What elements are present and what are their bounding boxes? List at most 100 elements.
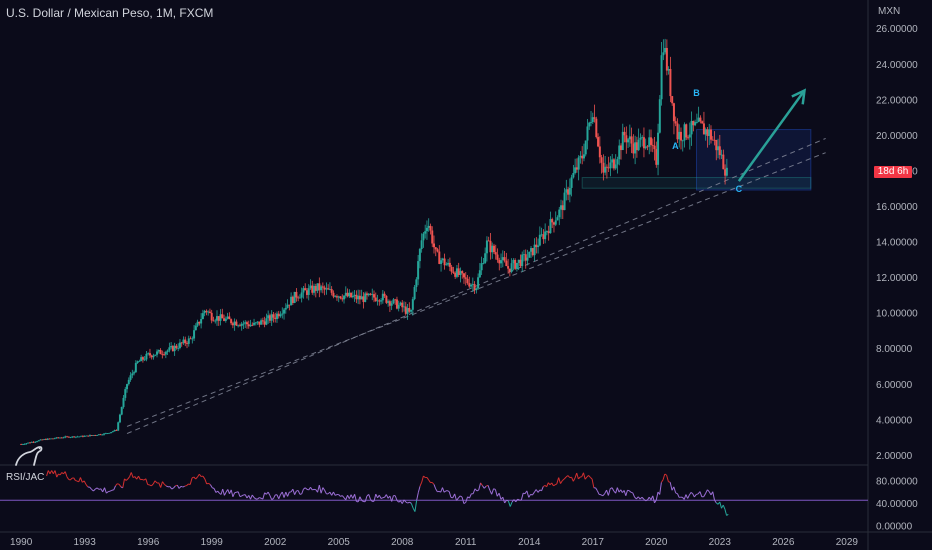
candle — [533, 244, 536, 256]
rsi-segment — [66, 476, 70, 480]
candle — [166, 350, 169, 352]
rsi-segment — [448, 491, 452, 498]
rsi-segment — [554, 483, 558, 486]
rsi-segment — [269, 495, 273, 500]
candle — [706, 129, 709, 136]
candle — [321, 286, 324, 288]
candle — [251, 324, 254, 326]
candle — [214, 320, 217, 322]
candle — [413, 287, 416, 300]
candle — [489, 240, 492, 253]
rsi-segment — [456, 497, 459, 501]
candle — [122, 397, 125, 407]
candle — [584, 140, 587, 155]
candle — [180, 342, 183, 344]
candle — [522, 254, 525, 256]
candle — [126, 384, 129, 390]
rsi-segment — [236, 491, 239, 493]
candle — [505, 260, 508, 267]
rsi-segment — [610, 487, 613, 490]
candle — [178, 342, 181, 348]
candle — [657, 132, 660, 165]
rsi-segment — [73, 477, 76, 481]
rsi-segment — [542, 484, 546, 488]
candle — [459, 271, 462, 275]
candle — [80, 435, 83, 437]
candle — [447, 262, 450, 265]
candle — [609, 162, 612, 169]
candle — [369, 293, 372, 295]
candle — [101, 434, 104, 436]
candle — [66, 436, 69, 438]
rsi-segment — [607, 488, 611, 496]
rsi-segment — [322, 487, 326, 491]
candle — [283, 309, 286, 314]
rsi-segment — [414, 500, 418, 512]
rsi-segment — [160, 481, 163, 488]
candle — [508, 268, 511, 272]
rsi-segment — [149, 484, 152, 487]
candle — [272, 314, 275, 318]
rsi-segment — [95, 487, 98, 490]
candle — [365, 293, 368, 296]
candle — [417, 261, 420, 280]
candle — [627, 139, 630, 143]
candle — [648, 137, 651, 147]
candle — [588, 122, 591, 127]
candle — [367, 293, 370, 296]
candle — [662, 52, 665, 56]
candle — [717, 146, 720, 151]
candle — [720, 154, 723, 156]
candle — [630, 136, 633, 144]
candle — [418, 249, 421, 262]
candle — [110, 432, 113, 433]
candle — [159, 349, 162, 355]
rsi-segment — [641, 496, 645, 500]
candle — [572, 172, 575, 178]
candle — [475, 288, 478, 291]
rsi-segment — [312, 488, 315, 491]
rsi-segment — [165, 485, 169, 488]
candle — [547, 231, 550, 234]
rsi-segment — [175, 484, 178, 487]
price-tick-label: 2.00000 — [876, 451, 913, 462]
candle — [607, 167, 610, 169]
candle — [687, 137, 690, 139]
candle — [660, 55, 663, 100]
indicator-label[interactable]: RSI/JAC — [6, 472, 45, 483]
price-tick-label: 6.00000 — [876, 380, 913, 391]
candle — [133, 372, 136, 374]
rsi-segment — [230, 489, 234, 497]
candle — [73, 436, 76, 438]
candle — [34, 441, 37, 443]
candle — [46, 438, 49, 440]
candle — [722, 154, 725, 170]
candle — [186, 343, 189, 344]
rsi-segment — [428, 479, 431, 483]
candle — [311, 285, 314, 293]
candle — [242, 323, 245, 325]
candle — [48, 438, 51, 440]
rsi-segment — [113, 485, 116, 491]
candle — [685, 124, 688, 138]
candle — [464, 277, 467, 279]
rsi-segment — [417, 486, 421, 493]
rsi-segment — [443, 490, 447, 493]
candle — [57, 437, 60, 439]
candle — [81, 435, 84, 437]
rsi-segment — [685, 494, 689, 499]
candle — [168, 347, 171, 351]
rsi-segment — [85, 484, 89, 488]
candle — [247, 324, 250, 327]
candle — [540, 234, 543, 236]
rsi-segment — [459, 495, 463, 498]
rsi-segment — [423, 475, 426, 478]
candle — [556, 217, 559, 221]
candle — [201, 313, 204, 320]
rsi-segment — [528, 494, 532, 498]
candle — [258, 321, 261, 325]
candle — [612, 159, 615, 169]
candle — [575, 167, 578, 170]
candle — [223, 318, 226, 321]
